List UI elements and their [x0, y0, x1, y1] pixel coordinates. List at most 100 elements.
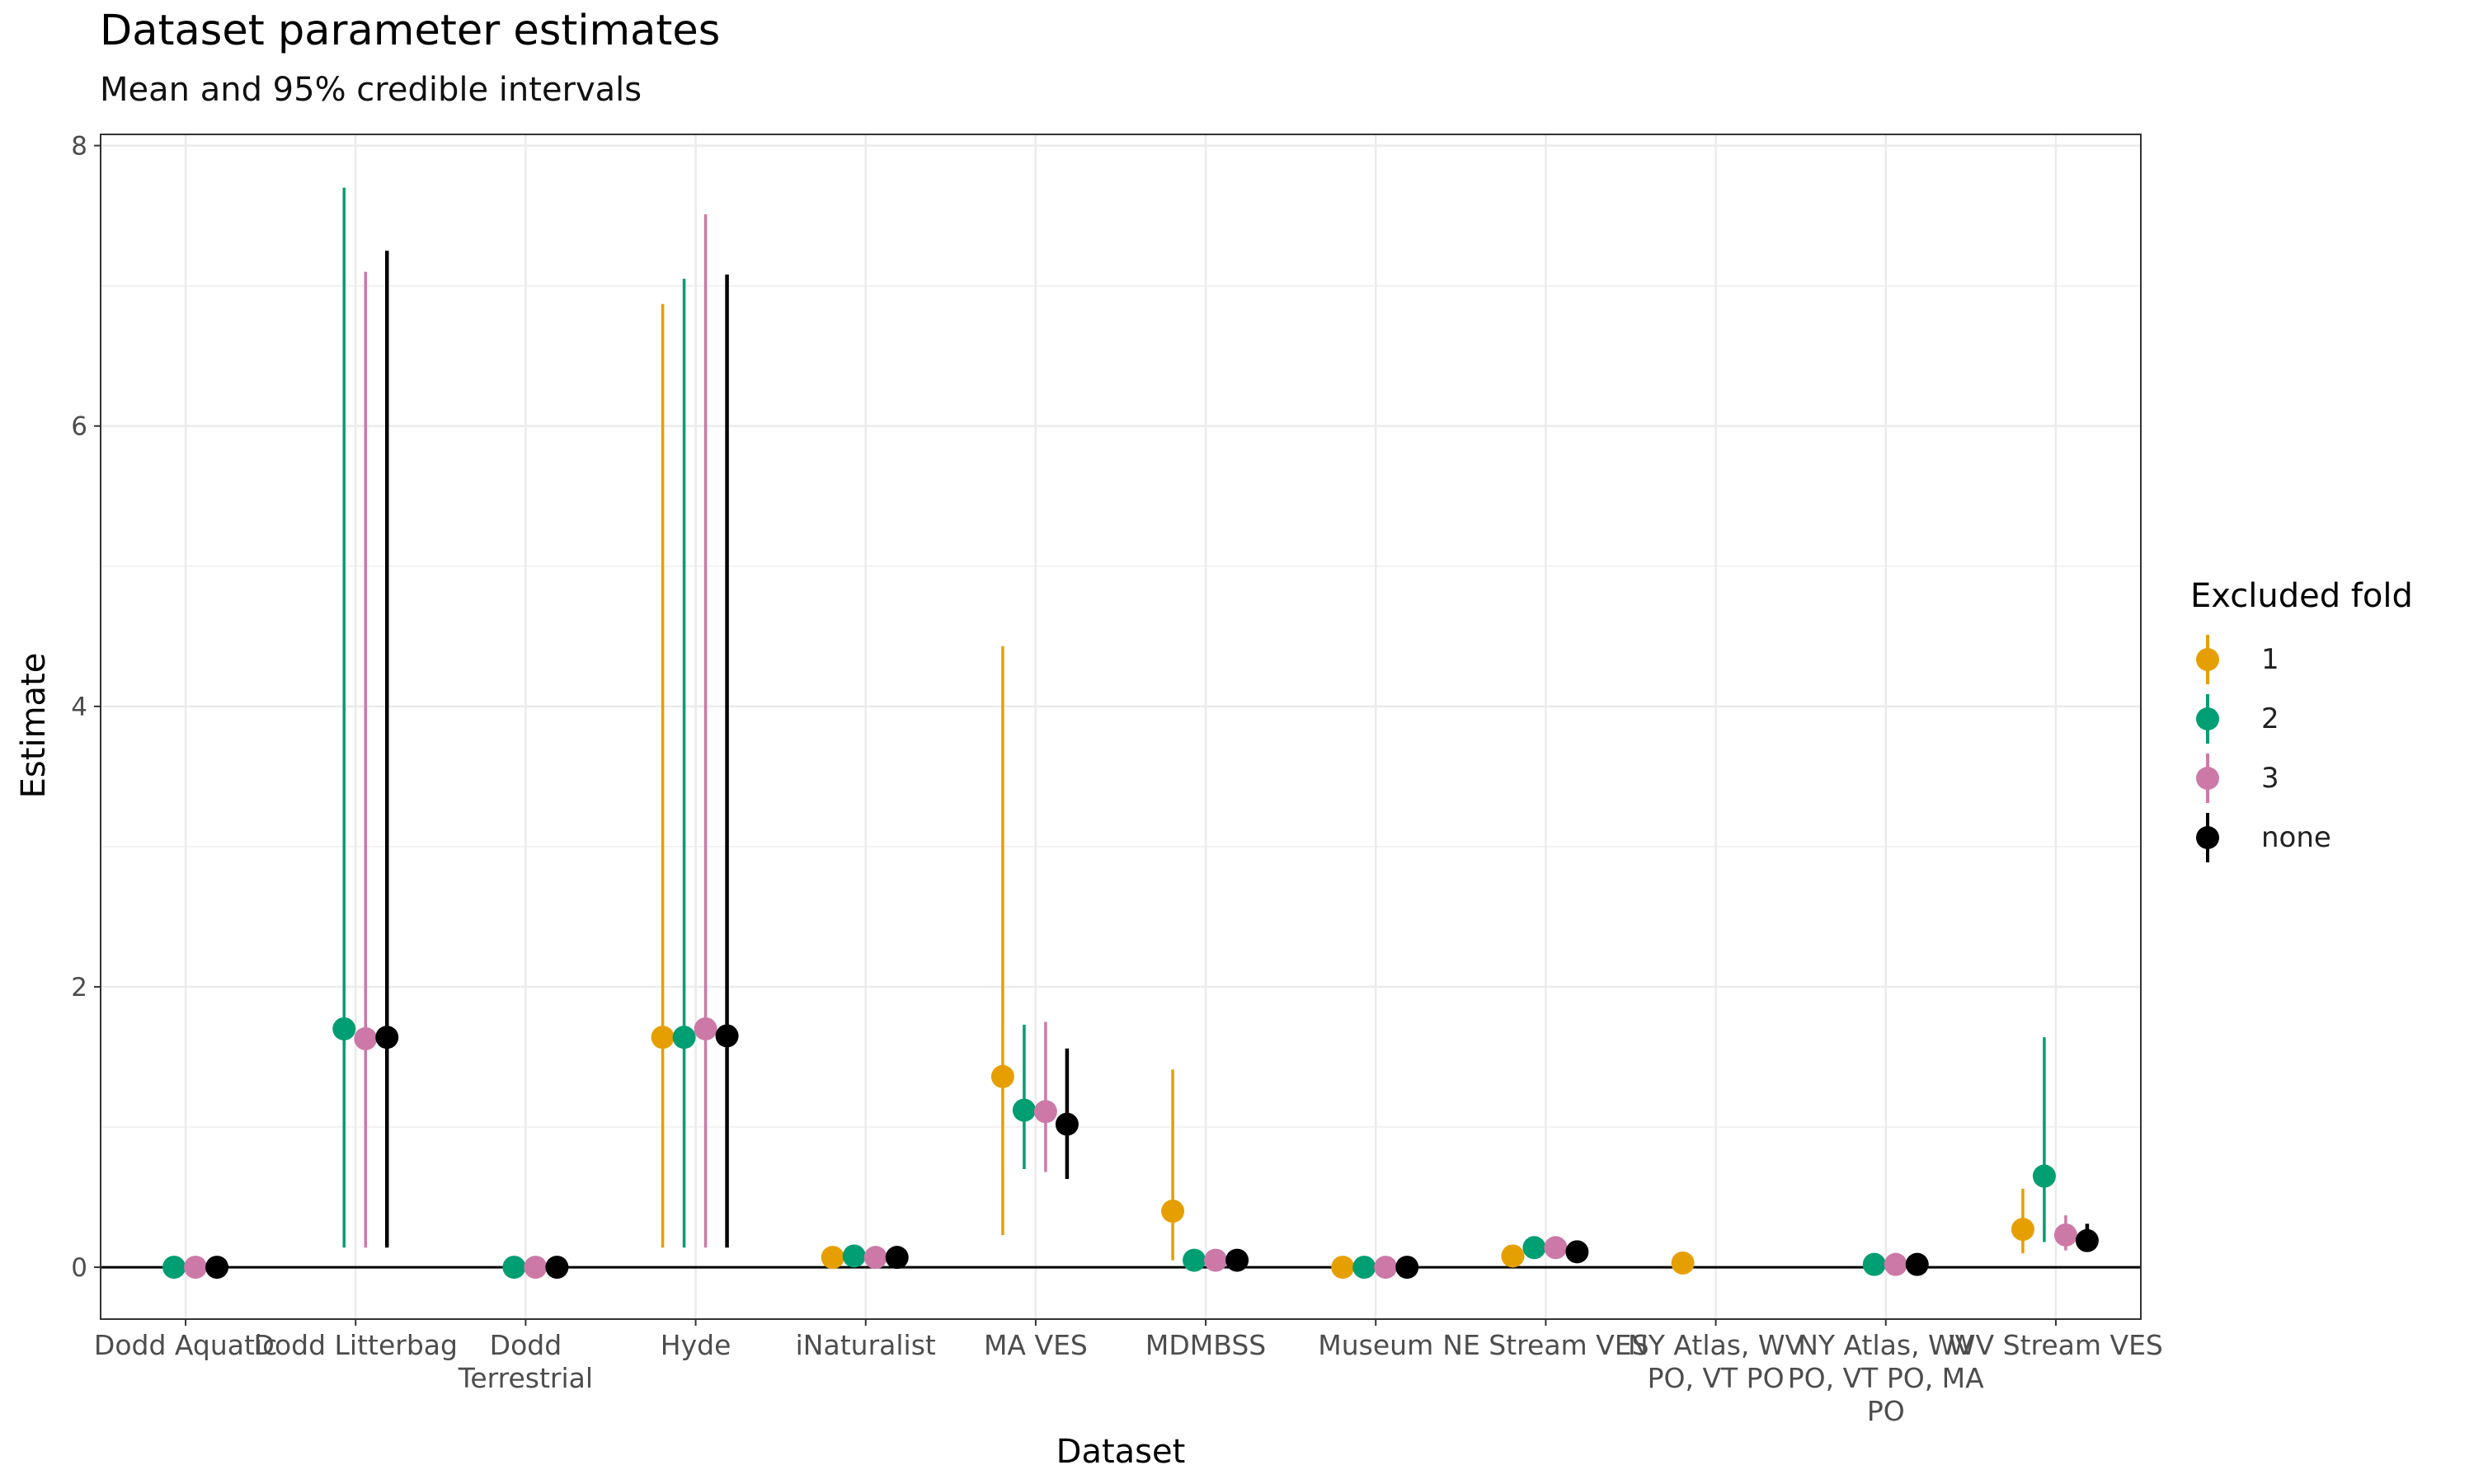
x-tick-label: iNaturalist [796, 1329, 936, 1361]
x-tick-label-line: Terrestrial [458, 1362, 593, 1394]
mean-point [524, 1256, 548, 1280]
grid-lines [101, 134, 2141, 1319]
mean-point [1204, 1248, 1228, 1272]
series-2 [162, 187, 2056, 1280]
x-tick-label: Museum [1318, 1329, 1433, 1361]
legend: Excluded fold 1 2 3 none [2190, 577, 2413, 867]
panel-border [100, 134, 2142, 1320]
y-tick-label: 6 [71, 412, 87, 442]
x-tick-label-line: MDMBSS [1145, 1329, 1266, 1361]
x-tick-label-line: Dodd Aquatic [94, 1329, 277, 1361]
x-tick-label: Dodd Terrestrial [458, 1329, 593, 1394]
mean-point [2011, 1218, 2034, 1242]
mean-point [1501, 1244, 1525, 1268]
y-axis-label: Estimate [15, 653, 53, 799]
mean-point [842, 1244, 866, 1268]
mean-point [694, 1017, 717, 1040]
mean-point [1055, 1112, 1079, 1136]
data-marks [162, 187, 2099, 1280]
x-tick-label-line: iNaturalist [796, 1329, 936, 1361]
legend-item-1: 1 [2190, 630, 2413, 689]
mean-point [1033, 1100, 1057, 1124]
x-tick-label: MA VES [984, 1329, 1088, 1361]
mean-point [2032, 1164, 2056, 1188]
x-tick-label: NY Atlas, WV PO, VT PO, MA PO [1788, 1329, 1984, 1427]
legend-label: 3 [2261, 762, 2279, 795]
legend-key-point [2196, 767, 2219, 790]
x-tick-label: Dodd Litterbag [254, 1329, 458, 1361]
mean-point [1544, 1236, 1568, 1260]
mean-point [1352, 1256, 1376, 1280]
x-tick-label-line: PO [1867, 1395, 1905, 1427]
x-tick-label: Hyde [661, 1329, 731, 1361]
mean-point [1183, 1248, 1206, 1272]
mean-point [2053, 1223, 2077, 1247]
x-tick-label-line: Hyde [661, 1329, 731, 1361]
series-none [205, 251, 2099, 1280]
legend-key [2196, 754, 2219, 803]
mean-point [332, 1017, 356, 1040]
panel-background [101, 134, 2141, 1319]
mean-point [1862, 1252, 1886, 1276]
legend-item-2: 2 [2190, 689, 2413, 749]
x-tick-label: WV Stream VES [1949, 1329, 2163, 1361]
mean-point [184, 1256, 208, 1280]
mean-point [821, 1246, 844, 1270]
mean-point [1225, 1248, 1249, 1272]
x-tick-label-line: WV Stream VES [1949, 1329, 2163, 1361]
mean-point [205, 1256, 229, 1280]
mean-point [545, 1256, 569, 1280]
mean-point [1331, 1256, 1355, 1280]
mean-point [1905, 1252, 1929, 1276]
chart-title: Dataset parameter estimates [100, 7, 721, 55]
mean-point [2075, 1228, 2099, 1252]
mean-point [672, 1026, 696, 1050]
y-tick-label: 0 [71, 1253, 87, 1283]
mean-point [1012, 1098, 1036, 1122]
x-tick-label-line: Dodd [490, 1329, 562, 1361]
mean-point [1395, 1256, 1419, 1280]
x-tick-label-line: Dodd Litterbag [254, 1329, 458, 1361]
mean-point [863, 1246, 887, 1270]
legend-key-point [2196, 826, 2219, 849]
x-tick-label: Dodd Aquatic [94, 1329, 277, 1361]
y-axis: 0 2 4 6 8 [71, 132, 101, 1283]
x-tick-label-line: MA VES [984, 1329, 1088, 1361]
mean-point [1161, 1200, 1185, 1223]
mean-point [1374, 1256, 1398, 1280]
x-tick-label: NY Atlas, WV PO, VT PO [1628, 1329, 1804, 1394]
mean-point [1671, 1251, 1695, 1275]
mean-point [1884, 1252, 1907, 1276]
x-tick-label-line: NY Atlas, WV [1798, 1329, 1973, 1361]
x-tick-label-line: Museum [1318, 1329, 1433, 1361]
legend-label: 1 [2261, 643, 2279, 676]
x-tick-label: NE Stream VES [1442, 1329, 1649, 1361]
x-tick-label-line: NE Stream VES [1442, 1329, 1649, 1361]
x-tick-label: MDMBSS [1145, 1329, 1266, 1361]
legend-key [2196, 813, 2219, 862]
x-axis-label: Dataset [1056, 1433, 1186, 1471]
legend-title: Excluded fold [2190, 577, 2413, 615]
x-tick-label-line: PO, VT PO, MA [1788, 1362, 1984, 1394]
mean-point [1522, 1236, 1546, 1260]
mean-point [990, 1064, 1014, 1088]
mean-point [1565, 1240, 1589, 1264]
legend-key-point [2196, 707, 2219, 730]
legend-label: 2 [2261, 702, 2279, 735]
legend-items: 1 2 3 none [2190, 630, 2413, 867]
y-tick-label: 2 [71, 973, 87, 1003]
y-tick-label: 8 [71, 132, 87, 162]
x-tick-label-line: PO, VT PO [1648, 1362, 1785, 1394]
legend-key [2196, 694, 2219, 744]
chart-subtitle: Mean and 95% credible intervals [100, 71, 642, 109]
series-1 [651, 303, 2034, 1280]
mean-point [375, 1026, 399, 1050]
mean-point [502, 1256, 526, 1280]
legend-key [2196, 635, 2219, 684]
mean-point [651, 1026, 675, 1050]
series-3 [184, 214, 2077, 1280]
legend-item-3: 3 [2190, 749, 2413, 808]
legend-key-point [2196, 648, 2219, 671]
